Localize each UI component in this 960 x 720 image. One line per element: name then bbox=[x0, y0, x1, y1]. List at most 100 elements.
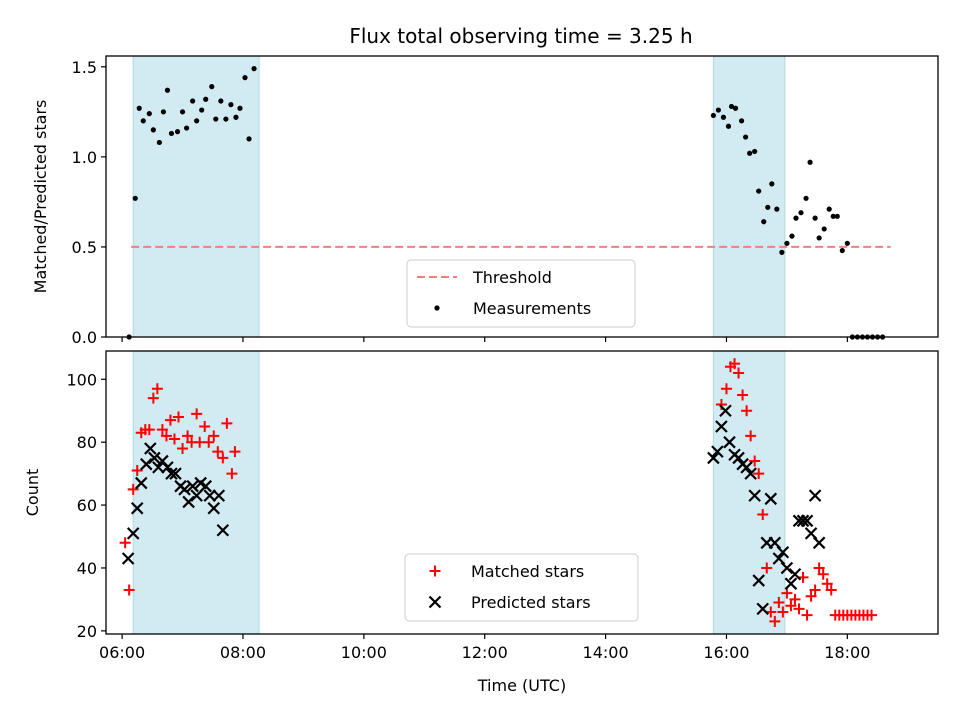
data-point bbox=[743, 134, 749, 140]
data-point bbox=[152, 461, 165, 474]
legend-marker bbox=[428, 595, 442, 609]
legend-marker bbox=[429, 565, 441, 577]
x-tick-label: 14:00 bbox=[583, 643, 629, 662]
data-point bbox=[816, 235, 822, 241]
chart-title: Flux total observing time = 3.25 h bbox=[349, 24, 692, 48]
x-tick-label: 06:00 bbox=[99, 643, 145, 662]
data-point bbox=[208, 430, 220, 442]
data-point bbox=[773, 597, 785, 609]
data-point bbox=[781, 587, 793, 599]
data-point bbox=[226, 468, 238, 480]
data-point bbox=[780, 561, 794, 575]
data-point bbox=[121, 552, 135, 565]
data-point bbox=[131, 464, 143, 476]
data-point bbox=[212, 489, 226, 502]
data-point bbox=[844, 240, 850, 246]
legend-box bbox=[404, 553, 639, 622]
y-tick-label: 100 bbox=[66, 370, 97, 389]
data-point bbox=[747, 150, 753, 156]
data-point bbox=[761, 219, 767, 225]
data-point bbox=[745, 430, 757, 442]
data-point bbox=[839, 247, 845, 254]
data-point bbox=[140, 457, 153, 471]
shaded-interval-2 bbox=[712, 350, 786, 635]
data-point bbox=[723, 435, 736, 449]
x-tick-label: 08:00 bbox=[220, 643, 266, 662]
data-point bbox=[229, 446, 241, 458]
data-point bbox=[796, 514, 810, 528]
data-point bbox=[164, 414, 176, 426]
data-point bbox=[756, 188, 762, 194]
data-point bbox=[733, 367, 745, 379]
data-point bbox=[207, 501, 221, 515]
data-point bbox=[242, 75, 248, 81]
data-point bbox=[199, 107, 205, 113]
data-point bbox=[798, 210, 804, 216]
x-axis-label: Time (UTC) bbox=[477, 676, 566, 695]
data-point bbox=[741, 405, 753, 417]
y-tick-label: 40 bbox=[77, 559, 97, 578]
y-tick-label: 20 bbox=[77, 622, 97, 641]
data-point bbox=[785, 600, 797, 612]
data-point bbox=[753, 468, 765, 480]
data-point bbox=[194, 118, 200, 124]
data-point bbox=[212, 446, 224, 458]
data-point bbox=[737, 389, 749, 401]
legend-marker bbox=[434, 305, 440, 311]
data-point bbox=[134, 476, 148, 490]
data-point bbox=[199, 479, 212, 493]
data-point bbox=[866, 609, 878, 621]
data-point bbox=[186, 479, 199, 493]
data-point bbox=[130, 501, 144, 515]
axes-frame bbox=[105, 350, 939, 635]
data-point bbox=[174, 129, 181, 135]
data-point bbox=[199, 420, 211, 432]
data-point bbox=[803, 195, 809, 201]
data-point bbox=[808, 489, 822, 502]
data-point bbox=[228, 102, 234, 108]
data-point bbox=[710, 112, 716, 119]
data-point bbox=[812, 536, 826, 550]
data-point bbox=[216, 523, 230, 537]
data-point bbox=[825, 584, 837, 596]
data-point bbox=[173, 411, 185, 423]
data-point bbox=[793, 603, 805, 615]
data-point bbox=[769, 615, 781, 627]
data-point bbox=[213, 116, 219, 122]
data-point bbox=[749, 455, 761, 467]
data-point bbox=[203, 96, 209, 102]
data-point bbox=[233, 114, 239, 120]
data-point bbox=[190, 489, 203, 502]
data-point bbox=[165, 467, 178, 480]
data-point bbox=[715, 107, 722, 113]
data-point bbox=[148, 451, 161, 465]
data-point bbox=[217, 452, 229, 464]
y-axis-label: Matched/Predicted stars bbox=[31, 100, 50, 294]
data-point bbox=[178, 483, 191, 496]
axes-frame bbox=[105, 55, 939, 338]
data-point bbox=[779, 249, 785, 255]
legend-label: Threshold bbox=[472, 268, 552, 287]
data-point bbox=[190, 98, 196, 104]
data-point bbox=[813, 562, 825, 574]
data-point bbox=[809, 584, 821, 596]
data-point bbox=[151, 383, 163, 395]
legend-label: Predicted stars bbox=[471, 593, 591, 612]
data-point bbox=[160, 430, 172, 442]
top-panel: 0.0 0.5 1.0 1.5 Matched/Predicted stars Thres… bbox=[31, 55, 939, 347]
data-point bbox=[752, 574, 765, 587]
data-point bbox=[143, 424, 155, 436]
data-point bbox=[789, 593, 801, 605]
y-tick-label: 0.0 bbox=[72, 328, 97, 347]
bottom-panel: 20 40 60 80 100 06:00 08:00 10:00 12:00 14:00 16:0… bbox=[23, 350, 939, 695]
legend-label: Matched stars bbox=[471, 562, 584, 581]
x-tick-label: 16:00 bbox=[703, 643, 749, 662]
y-axis-label: Count bbox=[23, 469, 42, 517]
data-point bbox=[744, 467, 757, 480]
data-point bbox=[237, 105, 243, 111]
data-point bbox=[789, 233, 795, 239]
data-point bbox=[177, 442, 189, 454]
shaded-interval-1 bbox=[132, 350, 260, 635]
series-matched-stars bbox=[119, 358, 878, 627]
